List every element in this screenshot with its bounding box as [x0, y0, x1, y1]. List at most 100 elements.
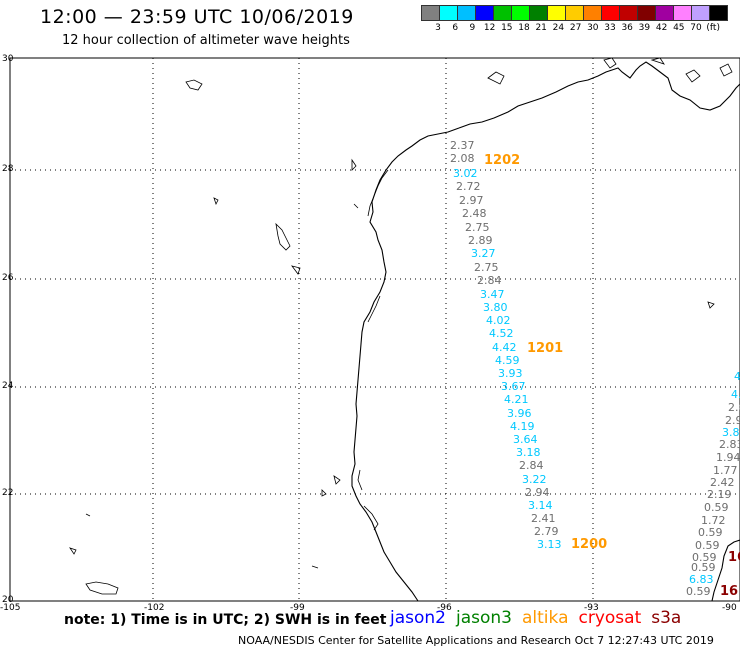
latitude-label: 20	[2, 595, 14, 605]
wave-height-value: 3.96	[507, 407, 532, 420]
wave-height-value: 4.21	[504, 393, 529, 406]
wave-height-value: 3.64	[513, 433, 538, 446]
scale-label: 3	[435, 23, 441, 33]
scale-label: 12	[483, 23, 496, 33]
pass-label: 16	[728, 550, 740, 565]
wave-height-value: 3.18	[516, 446, 541, 459]
wave-height-value: 2.19	[707, 488, 732, 501]
wave-height-values: 2.372.083.022.722.972.482.752.893.272.75…	[450, 139, 740, 598]
wave-height-value: 0.59	[704, 501, 729, 514]
louisiana-inland-lakes	[487, 57, 733, 85]
credit-line: NOAA/NESDIS Center for Satellite Applica…	[238, 634, 714, 647]
wave-height-value: 0.59	[692, 551, 717, 564]
wave-height-value: 3.22	[522, 473, 547, 486]
scale-label: 30	[587, 23, 599, 33]
louisiana-coast	[458, 61, 740, 129]
satellite-name: altika	[522, 608, 569, 628]
pass-labels: 1202 1201 1200 16 16	[484, 153, 740, 599]
wave-height-value: 2.79	[534, 525, 559, 538]
scale-label: 42	[655, 23, 668, 33]
scale-label: 70	[690, 23, 702, 33]
latitude-label: 28	[2, 164, 14, 174]
wave-height-value: 2.84	[519, 459, 544, 472]
latitude-label: 30	[2, 54, 14, 64]
yucatan-coast	[711, 539, 740, 602]
scale-label: 6	[452, 23, 459, 33]
wave-height-value: 2.48	[462, 207, 487, 220]
longitude-labels: -105 -102 -99 -96 -93 -90	[0, 603, 737, 613]
wave-height-value: 2.75	[465, 221, 490, 234]
wave-height-value: 0.59	[691, 561, 716, 574]
pass-label: 1202	[484, 153, 520, 168]
wave-height-value: 3.8	[722, 426, 740, 439]
wave-height-value: 1.77	[713, 464, 738, 477]
map-subtitle: 12 hour collection of altimeter wave hei…	[62, 33, 350, 48]
scale-label: 27	[569, 23, 582, 33]
inland-features	[69, 79, 715, 595]
pass-label: 16	[720, 584, 738, 599]
scale-swatch	[709, 5, 728, 21]
satellite-legend: jason2 jason3 altika cryosat s3a	[390, 608, 691, 628]
wave-height-value: 0.59	[698, 526, 723, 539]
coastline	[351, 127, 460, 602]
wave-height-value: 0.59	[695, 539, 720, 552]
wave-height-value: 3.14	[528, 499, 553, 512]
wave-height-value: 4.19	[510, 420, 535, 433]
scale-label: 45	[673, 23, 685, 33]
wave-height-value: 1.94	[716, 451, 740, 464]
wave-height-value: 2.9	[725, 414, 740, 427]
wave-height-value: 2.84	[477, 274, 502, 287]
wave-height-value: 0.59	[686, 585, 711, 598]
latitude-labels: 30 28 26 24 22 20	[2, 54, 14, 605]
pass-label: 1200	[571, 537, 607, 552]
satellite-name: s3a	[651, 608, 682, 628]
wave-height-value: 2.83	[719, 438, 740, 451]
wave-height-value: 3.02	[453, 167, 478, 180]
wave-height-value: 4.42	[492, 341, 517, 354]
scale-label: 9	[469, 23, 476, 33]
wave-height-value: 4.02	[486, 314, 511, 327]
longitude-label: -102	[144, 603, 164, 613]
wave-height-value: 2.42	[710, 476, 735, 489]
latitude-label: 26	[2, 273, 14, 283]
wave-height-value: 4.	[731, 388, 740, 401]
wave-height-value: 2.75	[474, 261, 499, 274]
satellite-name: jason2	[390, 608, 446, 628]
wave-height-value: 2.37	[450, 139, 475, 152]
wave-height-value: 2.97	[459, 194, 484, 207]
wave-height-value: 2.41	[531, 512, 556, 525]
wave-height-value: 6.83	[689, 573, 714, 586]
wave-height-value: 1.72	[701, 514, 726, 527]
coastline-barrier	[357, 169, 389, 531]
wave-height-value: 3.80	[483, 301, 508, 314]
wave-height-value: 3.47	[480, 288, 505, 301]
longitude-label: -93	[584, 603, 599, 613]
wave-height-value: 4.52	[489, 327, 514, 340]
scale-label: 15	[501, 23, 513, 33]
satellite-name: jason3	[456, 608, 512, 628]
wave-height-value: 2.6	[728, 401, 740, 414]
satellite-name: cryosat	[578, 608, 642, 628]
wave-height-value: 3.67	[501, 380, 526, 393]
longitude-label: -96	[437, 603, 452, 613]
scale-label: 24	[552, 23, 565, 33]
longitude-label: -105	[0, 603, 20, 613]
scale-label: (ft)	[706, 23, 720, 33]
color-scale-labels: 3 6 9 12 15 18 21 24 27 30 33 36 39 42 45 70 (ft)	[422, 21, 728, 33]
lat-lon-grid	[10, 58, 740, 601]
scale-label: 39	[638, 23, 651, 33]
wave-height-value: 4	[734, 370, 740, 383]
wave-height-value: 4.59	[495, 354, 520, 367]
scale-label: 18	[518, 23, 530, 33]
units-note: note: 1) Time is in UTC; 2) SWH is in fe…	[64, 612, 387, 628]
scale-label: 36	[621, 23, 633, 33]
wave-height-value: 2.08	[450, 152, 475, 165]
wave-height-value: 3.93	[498, 367, 523, 380]
scale-label: 33	[604, 23, 616, 33]
wave-height-value: 2.72	[456, 180, 481, 193]
latitude-label: 24	[2, 381, 14, 391]
wave-height-value: 3.13	[537, 538, 562, 551]
longitude-label: -99	[290, 603, 305, 613]
color-scale-swatches	[421, 5, 728, 21]
